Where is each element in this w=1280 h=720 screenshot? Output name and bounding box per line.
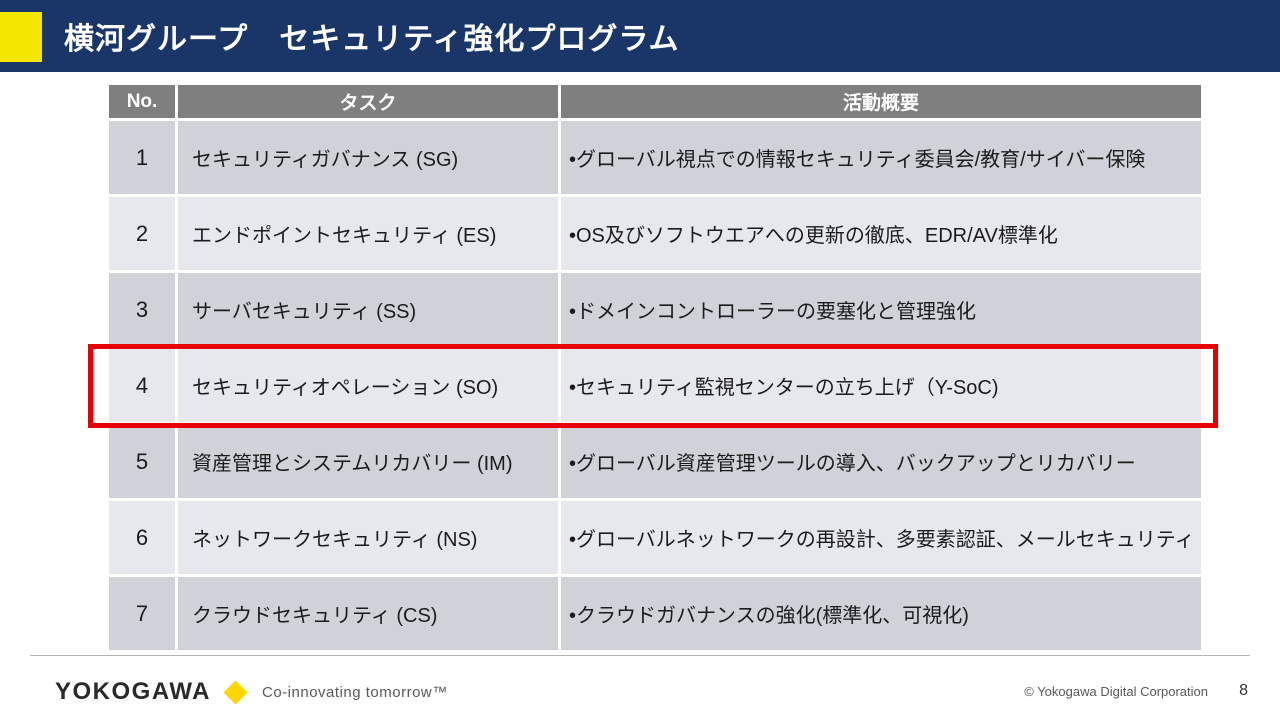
slide-title: 横河グループ セキュリティ強化プログラム	[64, 23, 680, 56]
row-no: 6	[109, 501, 175, 574]
slide-title-bar: 横河グループ セキュリティ強化プログラム	[0, 0, 1280, 72]
copyright-text: © Yokogawa Digital Corporation	[1024, 684, 1208, 699]
table-row-highlighted: 4 セキュリティオペレーション (SO) •セキュリティ監視センターの立ち上げ（Y-…	[109, 349, 1201, 422]
table-row: 1 セキュリティガバナンス (SG) •グローバル視点での情報セキュリティ委員会/教…	[109, 121, 1201, 194]
row-task: 資産管理とシステムリカバリー (IM)	[178, 425, 558, 498]
row-no: 1	[109, 121, 175, 194]
column-header-no: No.	[109, 85, 175, 118]
yellow-accent-square	[0, 12, 42, 62]
row-summary: •セキュリティ監視センターの立ち上げ（Y-SoC)	[561, 349, 1201, 422]
row-no: 3	[109, 273, 175, 346]
row-summary: •グローバルネットワークの再設計、多要素認証、メールセキュリティ	[561, 501, 1201, 574]
row-task: ネットワークセキュリティ (NS)	[178, 501, 558, 574]
column-header-task: タスク	[178, 85, 558, 118]
row-summary: •グローバル資産管理ツールの導入、バックアップとリカバリー	[561, 425, 1201, 498]
table-header-row: No. タスク 活動概要	[109, 85, 1201, 118]
row-no: 7	[109, 577, 175, 650]
row-task: セキュリティオペレーション (SO)	[178, 349, 558, 422]
table-row: 5 資産管理とシステムリカバリー (IM) •グローバル資産管理ツールの導入、バック…	[109, 425, 1201, 498]
program-table: No. タスク 活動概要 1 セキュリティガバナンス (SG) •グローバル視点での…	[106, 82, 1204, 653]
footer-divider-line	[30, 655, 1250, 656]
row-task: セキュリティガバナンス (SG)	[178, 121, 558, 194]
row-summary: •クラウドガバナンスの強化(標準化、可視化)	[561, 577, 1201, 650]
row-task: エンドポイントセキュリティ (ES)	[178, 197, 558, 270]
table-row: 2 エンドポイントセキュリティ (ES) •OS及びソフトウエアへの更新の徹底、ED…	[109, 197, 1201, 270]
table-row: 7 クラウドセキュリティ (CS) •クラウドガバナンスの強化(標準化、可視化)	[109, 577, 1201, 650]
row-task: クラウドセキュリティ (CS)	[178, 577, 558, 650]
row-summary: •OS及びソフトウエアへの更新の徹底、EDR/AV標準化	[561, 197, 1201, 270]
row-summary: •ドメインコントローラーの要塞化と管理強化	[561, 273, 1201, 346]
logo-tagline: Co-innovating tomorrow™	[262, 683, 448, 701]
row-task: サーバセキュリティ (SS)	[178, 273, 558, 346]
table-row: 3 サーバセキュリティ (SS) •ドメインコントローラーの要塞化と管理強化	[109, 273, 1201, 346]
diamond-icon	[223, 679, 248, 705]
row-no: 4	[109, 349, 175, 422]
table-row: 6 ネットワークセキュリティ (NS) •グローバルネットワークの再設計、多要素認証…	[109, 501, 1201, 574]
yokogawa-logo-text: YOKOGAWA	[55, 678, 212, 705]
program-table-area: No. タスク 活動概要 1 セキュリティガバナンス (SG) •グローバル視点での…	[88, 82, 1218, 653]
row-no: 5	[109, 425, 175, 498]
row-no: 2	[109, 197, 175, 270]
page-number: 8	[1239, 682, 1248, 699]
column-header-summary: 活動概要	[561, 85, 1201, 118]
row-summary: •グローバル視点での情報セキュリティ委員会/教育/サイバー保険	[561, 121, 1201, 194]
yokogawa-logo: YOKOGAWA Co-innovating tomorrow™	[55, 678, 448, 706]
